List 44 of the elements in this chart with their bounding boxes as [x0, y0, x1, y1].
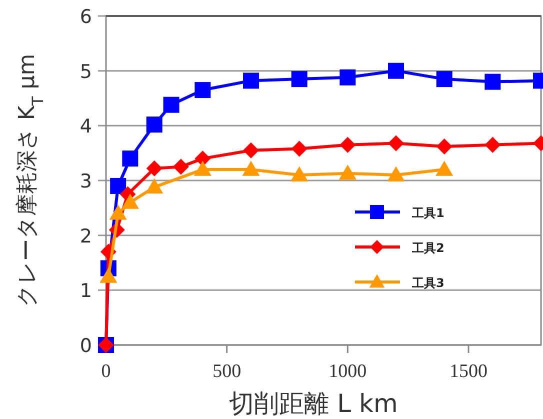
- point: [194, 160, 212, 176]
- y-tick-label: 0: [80, 335, 92, 357]
- y-tick-label: 6: [80, 6, 92, 28]
- legend-label: 工具1: [411, 206, 444, 220]
- point: [146, 160, 162, 176]
- point: [243, 72, 259, 89]
- legend-label: 工具3: [411, 276, 444, 290]
- x-tick-label: 0: [101, 361, 111, 382]
- point: [163, 96, 180, 113]
- point: [291, 140, 308, 157]
- point: [484, 74, 501, 90]
- y-tick-label: 3: [80, 170, 92, 192]
- y-tick-label: 4: [80, 116, 92, 138]
- point: [122, 150, 138, 167]
- point: [340, 69, 356, 86]
- point: [436, 160, 454, 176]
- point: [388, 62, 404, 79]
- point: [243, 142, 259, 158]
- point: [110, 178, 126, 194]
- y-tick-label: 5: [80, 60, 92, 83]
- point: [291, 71, 308, 88]
- point: [388, 135, 404, 152]
- point: [100, 268, 118, 283]
- y-tick-label: 1: [80, 280, 92, 302]
- point: [436, 138, 452, 155]
- x-tick-label: 1500: [450, 361, 488, 382]
- legend-label: 工具2: [411, 241, 444, 255]
- y-tick-label: 2: [80, 225, 92, 248]
- point: [121, 194, 139, 209]
- point: [146, 116, 162, 133]
- point: [242, 160, 260, 176]
- point: [484, 136, 501, 153]
- point: [340, 136, 356, 153]
- x-tick-label: 500: [212, 361, 242, 382]
- point: [172, 158, 189, 175]
- x-tick-label: 1000: [328, 361, 367, 382]
- point: [338, 164, 356, 180]
- point: [290, 166, 308, 182]
- point: [436, 71, 452, 88]
- point: [146, 178, 164, 194]
- x-axis-title: 切削距離 L km: [229, 389, 398, 418]
- point: [194, 82, 211, 98]
- point: [109, 204, 127, 220]
- point: [387, 166, 405, 182]
